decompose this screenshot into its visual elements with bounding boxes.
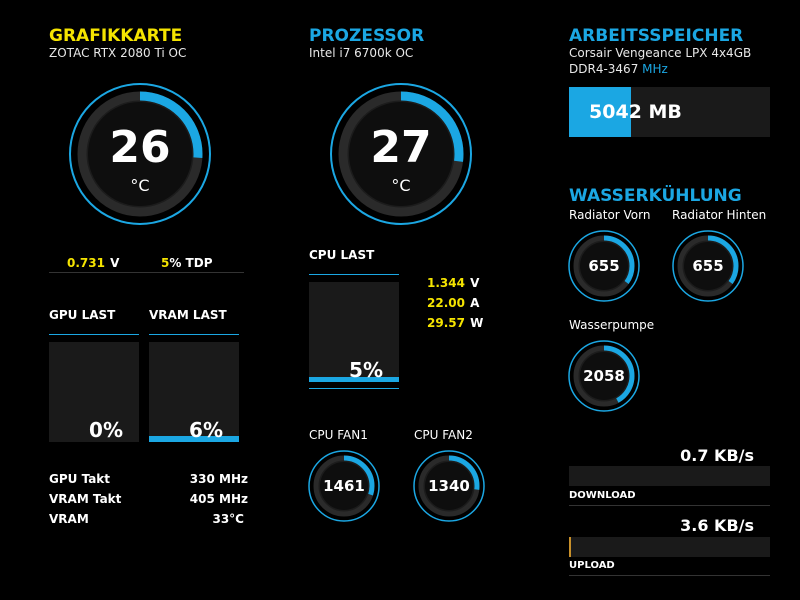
vram-load-fill [149, 436, 239, 442]
pump-label: Wasserpumpe [569, 318, 655, 332]
cpu-fan2-gauge [413, 450, 485, 522]
gpu-model: ZOTAC RTX 2080 Ti OC [49, 46, 187, 60]
cpu-fan2-value: 1340 [428, 477, 470, 495]
gpu-voltage: 0.731 V [67, 252, 119, 271]
vram-clock-label: VRAM Takt [49, 492, 122, 506]
cpu-load-line-bottom [309, 388, 399, 389]
cpu-temp-value: 27 [370, 122, 432, 173]
gpu-temp-value: 26 [109, 122, 171, 173]
gpu-tdp-unit: % TDP [169, 256, 213, 270]
cpu-power-unit: W [470, 316, 484, 330]
rad-front-value: 655 [588, 257, 620, 275]
cpu-fan2-label: CPU FAN2 [414, 428, 473, 442]
pump-arc [573, 345, 635, 407]
cpu-power-value: 29.57 [427, 316, 465, 330]
cpu-power: 29.57 W [427, 312, 483, 331]
gpu-temp-arc [77, 91, 203, 217]
gpu-title: GRAFIKKARTE [49, 26, 183, 46]
vram-load-bar: 6% [149, 342, 239, 442]
cpu-load-bar: 5% [309, 282, 399, 382]
cpu-temp-gauge [330, 83, 472, 225]
download-divider [569, 505, 770, 506]
download-value: 0.7 KB/s [680, 446, 754, 465]
vram-temp-label: VRAM [49, 512, 89, 526]
upload-fill [569, 537, 571, 557]
rad-front-label: Radiator Vorn [569, 208, 651, 222]
rad-rear-arc [677, 235, 739, 297]
cpu-load-fill [309, 377, 399, 382]
cpu-current: 22.00 A [427, 292, 479, 311]
gpu-load-value: 0% [89, 418, 123, 442]
vram-load-value: 6% [189, 418, 223, 442]
gpu-voltage-value: 0.731 [67, 256, 105, 270]
upload-label: UPLOAD [569, 560, 615, 571]
cpu-fan2-arc [418, 455, 480, 517]
pump-value: 2058 [583, 367, 625, 385]
ram-usage-fill [569, 87, 631, 137]
ram-usage-value: 5042 MB [589, 101, 682, 123]
gpu-divider [49, 272, 244, 273]
gpu-voltage-unit: V [110, 256, 120, 270]
upload-divider [569, 575, 770, 576]
rad-front-gauge [568, 230, 640, 302]
cpu-load-value: 5% [349, 358, 383, 382]
ram-title: ARBEITSSPEICHER [569, 26, 744, 46]
vram-temp-value: 33°C [212, 512, 244, 526]
gpu-load-bar: 0% [49, 342, 139, 442]
gpu-clock-label: GPU Takt [49, 472, 111, 486]
vram-load-label: VRAM LAST [149, 308, 227, 322]
gpu-clock-value: 330 MHz [189, 472, 248, 486]
cpu-temp-arc [338, 91, 464, 217]
rad-front-arc [573, 235, 635, 297]
gpu-tdp-value: 5 [161, 256, 170, 270]
rad-rear-value: 655 [692, 257, 724, 275]
gpu-temp-gauge [69, 83, 211, 225]
cpu-load-label: CPU LAST [309, 248, 375, 262]
ram-type-unit: MHz [642, 62, 668, 76]
cpu-fan1-arc [313, 455, 375, 517]
cpu-fan1-label: CPU FAN1 [309, 428, 368, 442]
upload-bar [569, 537, 770, 557]
cpu-load-line-top [309, 274, 399, 275]
ram-type: DDR4-3467 MHz [569, 62, 668, 76]
cpu-fan1-value: 1461 [323, 477, 365, 495]
cpu-temp-unit: °C [391, 176, 411, 195]
cpu-voltage-unit: V [470, 276, 480, 290]
pump-gauge [568, 340, 640, 412]
gpu-load-label: GPU LAST [49, 308, 116, 322]
cpu-fan1-gauge [308, 450, 380, 522]
rad-rear-label: Radiator Hinten [672, 208, 767, 222]
gpu-temp-unit: °C [130, 176, 150, 195]
download-bar [569, 466, 770, 486]
cpu-voltage-value: 1.344 [427, 276, 465, 290]
vram-clock-value: 405 MHz [189, 492, 248, 506]
vram-load-line [149, 334, 239, 335]
rad-rear-gauge [672, 230, 744, 302]
cpu-current-value: 22.00 [427, 296, 465, 310]
ram-type-value: DDR4-3467 [569, 62, 639, 76]
gpu-load-line [49, 334, 139, 335]
cpu-voltage: 1.344 V [427, 272, 479, 291]
download-label: DOWNLOAD [569, 490, 636, 501]
gpu-tdp: 5% TDP [161, 252, 213, 271]
water-title: WASSERKÜHLUNG [569, 186, 742, 206]
cpu-model: Intel i7 6700k OC [309, 46, 414, 60]
cpu-title: PROZESSOR [309, 26, 425, 46]
upload-value: 3.6 KB/s [680, 516, 754, 535]
ram-usage-bar: 5042 MB [569, 87, 770, 137]
ram-model: Corsair Vengeance LPX 4x4GB [569, 46, 752, 60]
cpu-current-unit: A [470, 296, 480, 310]
